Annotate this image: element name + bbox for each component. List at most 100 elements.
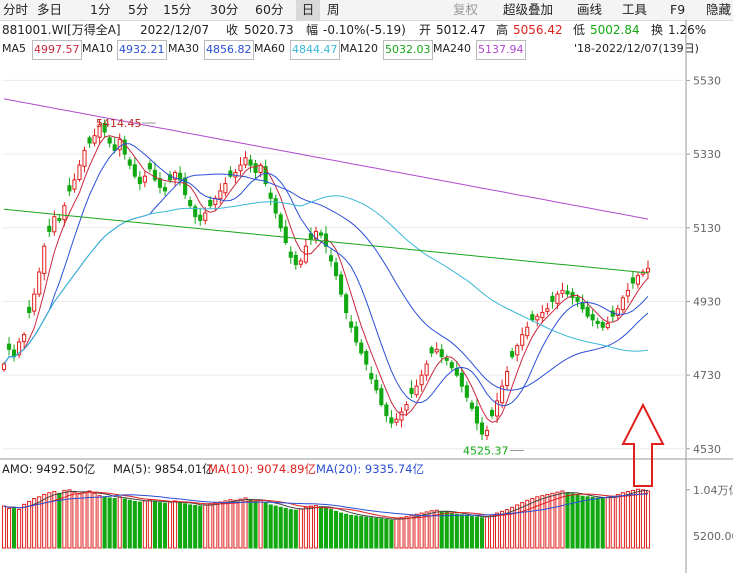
candle-body bbox=[263, 166, 268, 185]
volume-ma10-line bbox=[3, 491, 649, 519]
volume-bar bbox=[374, 517, 379, 549]
candle-body bbox=[464, 385, 469, 398]
volume-bar bbox=[625, 491, 630, 549]
volume-bar bbox=[369, 517, 374, 549]
volume-bar bbox=[585, 496, 590, 549]
volume-bar bbox=[318, 506, 324, 549]
tab-60min[interactable]: 60分 bbox=[255, 2, 284, 17]
volume-bar bbox=[600, 498, 605, 549]
volume-bar bbox=[535, 496, 540, 549]
y-tick-label: 4530 bbox=[693, 443, 721, 456]
tab-multi-day[interactable]: 多日 bbox=[37, 2, 63, 17]
volume-bar bbox=[198, 505, 203, 549]
volume-bar bbox=[283, 507, 288, 549]
candle-body bbox=[273, 198, 278, 214]
date-range-label: '18-2022/12/07(139日) bbox=[574, 42, 699, 55]
volume-bar bbox=[17, 509, 22, 549]
ma240-line bbox=[3, 98, 649, 220]
volume-bar bbox=[27, 500, 32, 549]
tab-5min[interactable]: 5分 bbox=[128, 2, 149, 17]
candle-body bbox=[349, 321, 354, 328]
candle-body bbox=[32, 293, 37, 312]
volume-bar bbox=[520, 502, 525, 549]
volume-bar bbox=[183, 503, 188, 549]
candle-body bbox=[515, 345, 520, 356]
high-value: 5056.42 bbox=[513, 23, 563, 37]
f9-button[interactable]: F9 bbox=[670, 2, 686, 17]
volume-bar bbox=[394, 518, 399, 549]
candle-body bbox=[615, 308, 620, 316]
low-label: 低 bbox=[573, 23, 586, 37]
volume-bar bbox=[379, 518, 384, 549]
volume-bar bbox=[77, 493, 82, 549]
adjust-button[interactable]: 复权 bbox=[453, 2, 479, 17]
ma5-label: MA5 bbox=[2, 42, 27, 55]
y-tick-label: 5130 bbox=[693, 222, 721, 235]
volume-bar bbox=[298, 508, 303, 549]
volume-bar bbox=[42, 493, 47, 549]
volume-bar bbox=[137, 501, 142, 549]
overlay-button[interactable]: 超级叠加 bbox=[503, 2, 554, 17]
candle-body bbox=[479, 422, 485, 435]
volume-bar bbox=[454, 513, 459, 549]
volume-bar bbox=[359, 516, 364, 549]
high-annotation: 5414.45 bbox=[96, 117, 142, 130]
volume-bar bbox=[474, 516, 479, 549]
volume-bar bbox=[630, 489, 635, 549]
tab-15min[interactable]: 15分 bbox=[163, 2, 192, 17]
volume-bar bbox=[87, 490, 92, 549]
ma60-label: MA60 bbox=[254, 42, 286, 55]
candle-body bbox=[439, 349, 444, 358]
volume-y-top-label: 1.04万亿 bbox=[693, 484, 733, 497]
ma10-value: 4932.21 bbox=[117, 40, 167, 60]
candle-body bbox=[152, 169, 157, 181]
volume-bar bbox=[570, 493, 575, 549]
draw-button[interactable]: 画线 bbox=[577, 2, 603, 17]
volume-bar bbox=[112, 498, 117, 549]
volume-bar bbox=[248, 499, 253, 549]
candle-body bbox=[535, 315, 540, 321]
candle-body bbox=[404, 404, 409, 411]
volume-bar bbox=[595, 497, 600, 549]
volume-bar bbox=[223, 500, 228, 549]
vol-ma10-value: MA(10): 9074.89亿 bbox=[208, 462, 316, 476]
volume-bar bbox=[530, 498, 535, 549]
volume-bar bbox=[167, 501, 173, 549]
candle-body bbox=[580, 302, 585, 310]
volume-bar bbox=[389, 519, 394, 549]
volume-bar bbox=[328, 509, 334, 549]
candle-body bbox=[318, 232, 324, 236]
tab-intraday[interactable]: 分时 bbox=[3, 2, 29, 17]
volume-bar bbox=[218, 501, 223, 549]
candle-body bbox=[102, 123, 107, 133]
volume-bar bbox=[278, 506, 283, 549]
open-value: 5012.47 bbox=[436, 23, 486, 37]
volume-bar bbox=[479, 517, 485, 549]
volume-bar bbox=[263, 502, 268, 549]
hide-button[interactable]: 隐藏 bbox=[706, 2, 732, 17]
tab-1min[interactable]: 1分 bbox=[90, 2, 111, 17]
tab-30min[interactable]: 30分 bbox=[210, 2, 239, 17]
tab-weekly[interactable]: 周 bbox=[327, 2, 340, 17]
candle-body bbox=[469, 402, 474, 409]
volume-bar bbox=[439, 510, 444, 549]
tools-button[interactable]: 工具 bbox=[622, 2, 648, 17]
candle-body bbox=[147, 163, 152, 170]
volume-bar bbox=[565, 492, 570, 549]
candle-body bbox=[228, 170, 233, 177]
candle-body bbox=[434, 348, 439, 353]
volume-bar bbox=[97, 495, 102, 549]
ma30-line bbox=[3, 173, 649, 391]
volume-y-mid-label: 5200.00 bbox=[693, 530, 733, 543]
volume-bar bbox=[489, 514, 495, 549]
candle-body bbox=[575, 296, 580, 302]
volume-bar bbox=[293, 509, 298, 549]
volume-bar bbox=[258, 499, 263, 549]
tab-daily[interactable]: 日 bbox=[296, 0, 320, 20]
candle-body bbox=[137, 176, 142, 185]
volume-bar bbox=[464, 515, 469, 549]
volume-bar bbox=[193, 505, 198, 549]
volume-bar bbox=[334, 510, 339, 549]
candle-body bbox=[635, 275, 640, 285]
candle-body bbox=[157, 178, 163, 188]
